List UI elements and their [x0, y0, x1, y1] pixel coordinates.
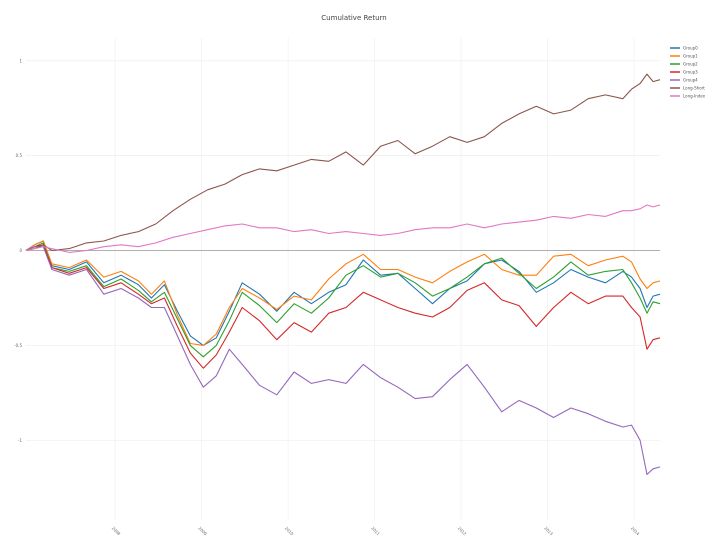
y-tick-label: 1 [19, 58, 22, 63]
y-tick-label: -1 [18, 438, 22, 443]
series-line-0 [25, 240, 661, 346]
series-lines [25, 73, 661, 476]
x-tick-label: 2012 [457, 526, 468, 537]
legend-label[interactable]: Group0 [683, 46, 698, 51]
x-tick-label: 2010 [284, 526, 295, 537]
legend-label[interactable]: Group4 [683, 78, 698, 83]
x-tick-label: 2011 [370, 526, 381, 537]
legend-label[interactable]: Long-Index [683, 94, 706, 99]
legend-label[interactable]: Group1 [683, 54, 698, 59]
y-tick-label: -0.5 [14, 343, 22, 348]
x-tick-labels: 2008 2009 2010 2011 2012 2013 2014 [111, 526, 641, 537]
y-tick-label: 0 [19, 248, 22, 253]
series-line-4 [25, 246, 661, 476]
series-line-1 [25, 240, 661, 346]
series-line-2 [25, 242, 661, 358]
x-tick-label: 2014 [630, 526, 641, 537]
legend-label[interactable]: Long-Short [683, 86, 705, 91]
series-line-3 [25, 244, 661, 369]
legend[interactable]: Group0 Group1 Group2 Group3 Group4 Long-Short… [670, 46, 706, 99]
series-line-5 [25, 73, 661, 252]
legend-label[interactable]: Group3 [683, 70, 698, 75]
x-tick-label: 2013 [543, 526, 554, 537]
y-tick-labels: -1 -0.5 0 0.5 1 [14, 58, 22, 443]
chart-title: Cumulative Return [321, 14, 386, 22]
series-line-6 [25, 204, 661, 253]
y-tick-label: 0.5 [16, 153, 23, 158]
legend-label[interactable]: Group2 [683, 62, 698, 67]
x-tick-label: 2008 [111, 526, 122, 537]
x-tick-label: 2009 [197, 526, 208, 537]
